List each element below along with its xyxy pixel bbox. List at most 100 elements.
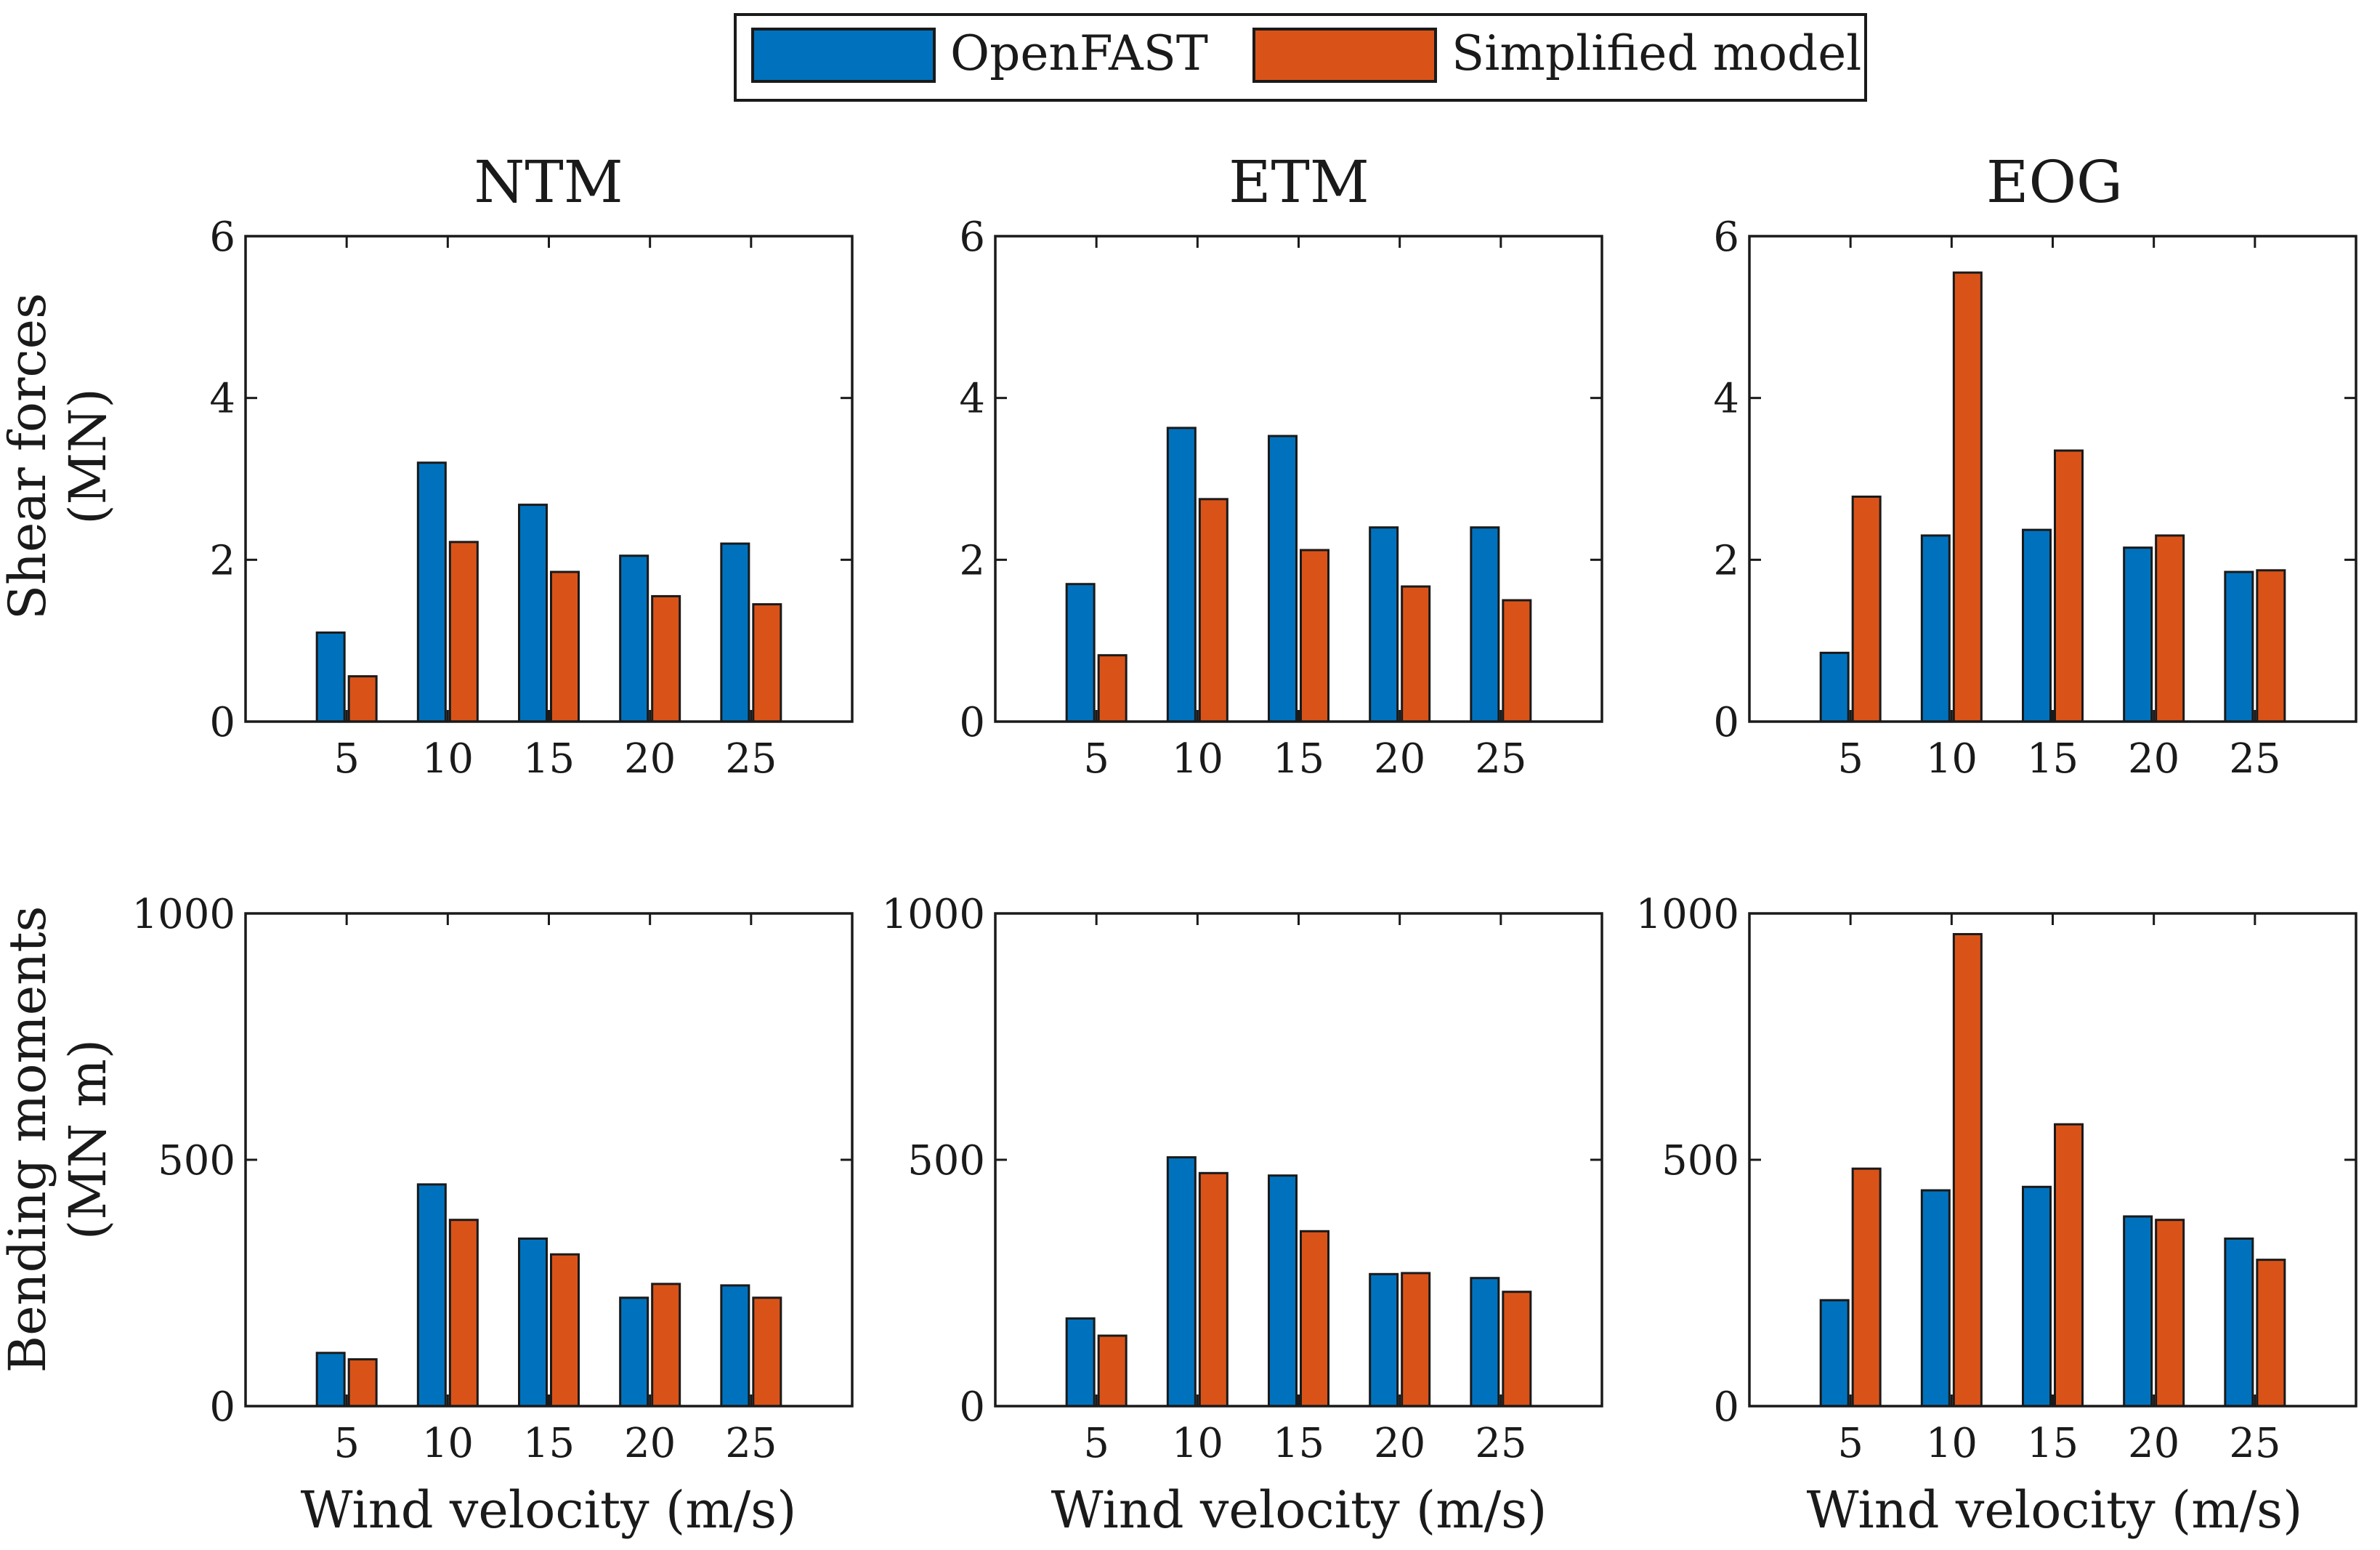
bar-simplified-25 xyxy=(1502,599,1532,723)
bar-simplified-15 xyxy=(1300,1230,1329,1408)
bar-openfast-10 xyxy=(1166,427,1197,723)
x-tick-label: 10 xyxy=(1172,1420,1223,1467)
x-tick-label: 20 xyxy=(2128,735,2179,783)
bar-simplified-20 xyxy=(1401,585,1431,723)
x-tick-label: 20 xyxy=(624,1420,676,1467)
bar-openfast-15 xyxy=(1268,1174,1298,1408)
x-tick-label: 5 xyxy=(1837,1420,1863,1467)
y-tick-label: 4 xyxy=(959,376,985,423)
y-tick-label: 1000 xyxy=(881,891,985,938)
bar-simplified-10 xyxy=(448,1219,479,1408)
xlabel-etm: Wind velocity (m/s) xyxy=(1051,1480,1547,1540)
bar-simplified-25 xyxy=(2256,569,2286,723)
x-tick-label: 15 xyxy=(2027,735,2079,783)
y-tick-label: 6 xyxy=(959,214,985,261)
bar-openfast-10 xyxy=(1920,534,1951,723)
x-tick-label: 15 xyxy=(1273,1420,1324,1467)
bar-openfast-20 xyxy=(619,554,649,723)
bar-openfast-25 xyxy=(720,1284,750,1408)
bar-openfast-15 xyxy=(518,1237,548,1408)
bar-simplified-5 xyxy=(1851,1167,1882,1408)
y-tick-label: 0 xyxy=(1713,699,1739,746)
bar-openfast-20 xyxy=(1369,1272,1399,1408)
bar-simplified-15 xyxy=(550,570,580,723)
bar-openfast-20 xyxy=(2123,1215,2153,1408)
panel-0: 0 2 4 6 5 10 15 20 25 xyxy=(209,214,854,783)
x-tick-label: 20 xyxy=(2128,1420,2179,1467)
bar-simplified-15 xyxy=(550,1253,580,1408)
x-tick-label: 10 xyxy=(1926,1420,1978,1467)
bar-openfast-10 xyxy=(1166,1156,1197,1408)
panel-1: 0 2 4 6 5 10 15 20 25 xyxy=(959,214,1603,783)
legend-swatch-simplified xyxy=(1252,28,1437,83)
bar-openfast-10 xyxy=(416,461,447,723)
bar-openfast-5 xyxy=(1065,1317,1096,1408)
bar-simplified-10 xyxy=(1198,1171,1229,1408)
bar-openfast-20 xyxy=(619,1296,649,1408)
xlabel-ntm: Wind velocity (m/s) xyxy=(301,1480,797,1540)
x-tick-label: 10 xyxy=(1926,735,1978,783)
bar-openfast-15 xyxy=(518,504,548,723)
x-tick-label: 5 xyxy=(1837,735,1863,783)
y-tick-label: 0 xyxy=(209,1384,235,1431)
xlabel-eog: Wind velocity (m/s) xyxy=(1807,1480,2303,1540)
title-etm: ETM xyxy=(1229,148,1369,216)
y-tick-label: 6 xyxy=(1713,214,1739,261)
panel-3: 0 500 1000 5 10 15 20 25 xyxy=(131,891,854,1467)
y-tick-label: 0 xyxy=(1713,1384,1739,1431)
y-tick-label: 500 xyxy=(158,1137,235,1184)
ylabel-moment-line1: Bending moments xyxy=(0,906,57,1373)
x-tick-label: 20 xyxy=(624,735,676,783)
x-tick-label: 20 xyxy=(1374,1420,1425,1467)
bar-simplified-20 xyxy=(1401,1272,1431,1408)
bar-openfast-5 xyxy=(315,631,346,723)
bar-simplified-25 xyxy=(1502,1291,1532,1408)
ylabel-shear-line2: (MN) xyxy=(58,388,118,525)
x-tick-label: 10 xyxy=(1172,735,1223,783)
title-eog: EOG xyxy=(1986,148,2123,216)
y-tick-label: 4 xyxy=(209,376,235,423)
y-tick-label: 4 xyxy=(1713,376,1739,423)
bar-openfast-5 xyxy=(315,1352,346,1408)
ylabel-shear-line1: Shear forces xyxy=(0,293,57,620)
axes-box xyxy=(994,235,1603,723)
x-tick-label: 5 xyxy=(333,735,360,783)
y-tick-label: 2 xyxy=(209,537,235,584)
bar-openfast-5 xyxy=(1065,583,1096,723)
bar-simplified-25 xyxy=(752,603,782,723)
bar-simplified-5 xyxy=(347,1358,378,1408)
bar-openfast-25 xyxy=(1470,526,1500,723)
title-ntm: NTM xyxy=(474,148,623,216)
panel-4: 0 500 1000 5 10 15 20 25 xyxy=(881,891,1603,1467)
bar-simplified-20 xyxy=(2155,1219,2185,1408)
bar-openfast-25 xyxy=(2224,570,2254,723)
legend-swatch-openfast xyxy=(751,28,936,83)
y-tick-label: 0 xyxy=(959,1384,985,1431)
axes-box xyxy=(244,912,854,1408)
bar-openfast-10 xyxy=(1920,1189,1951,1408)
x-tick-label: 25 xyxy=(2229,735,2280,783)
axes-box xyxy=(994,912,1603,1408)
bar-simplified-20 xyxy=(651,1283,681,1408)
bar-openfast-5 xyxy=(1819,651,1850,723)
x-tick-label: 25 xyxy=(1475,1420,1526,1467)
x-tick-label: 15 xyxy=(2027,1420,2079,1467)
y-tick-label: 2 xyxy=(1713,537,1739,584)
bar-openfast-10 xyxy=(416,1183,447,1408)
bar-simplified-10 xyxy=(1952,932,1983,1408)
bar-simplified-5 xyxy=(1851,495,1882,723)
bar-openfast-25 xyxy=(2224,1237,2254,1408)
x-tick-label: 15 xyxy=(523,1420,575,1467)
y-tick-label: 500 xyxy=(907,1137,985,1184)
legend-label-openfast: OpenFAST xyxy=(950,25,1208,81)
x-tick-label: 15 xyxy=(1273,735,1324,783)
y-tick-label: 1000 xyxy=(131,891,235,938)
y-tick-label: 0 xyxy=(209,699,235,746)
y-tick-label: 0 xyxy=(959,699,985,746)
bar-simplified-15 xyxy=(2054,449,2084,723)
panel-2: 0 2 4 6 5 10 15 20 25 xyxy=(1713,214,2357,783)
x-tick-label: 25 xyxy=(1475,735,1526,783)
bar-simplified-5 xyxy=(347,675,378,723)
